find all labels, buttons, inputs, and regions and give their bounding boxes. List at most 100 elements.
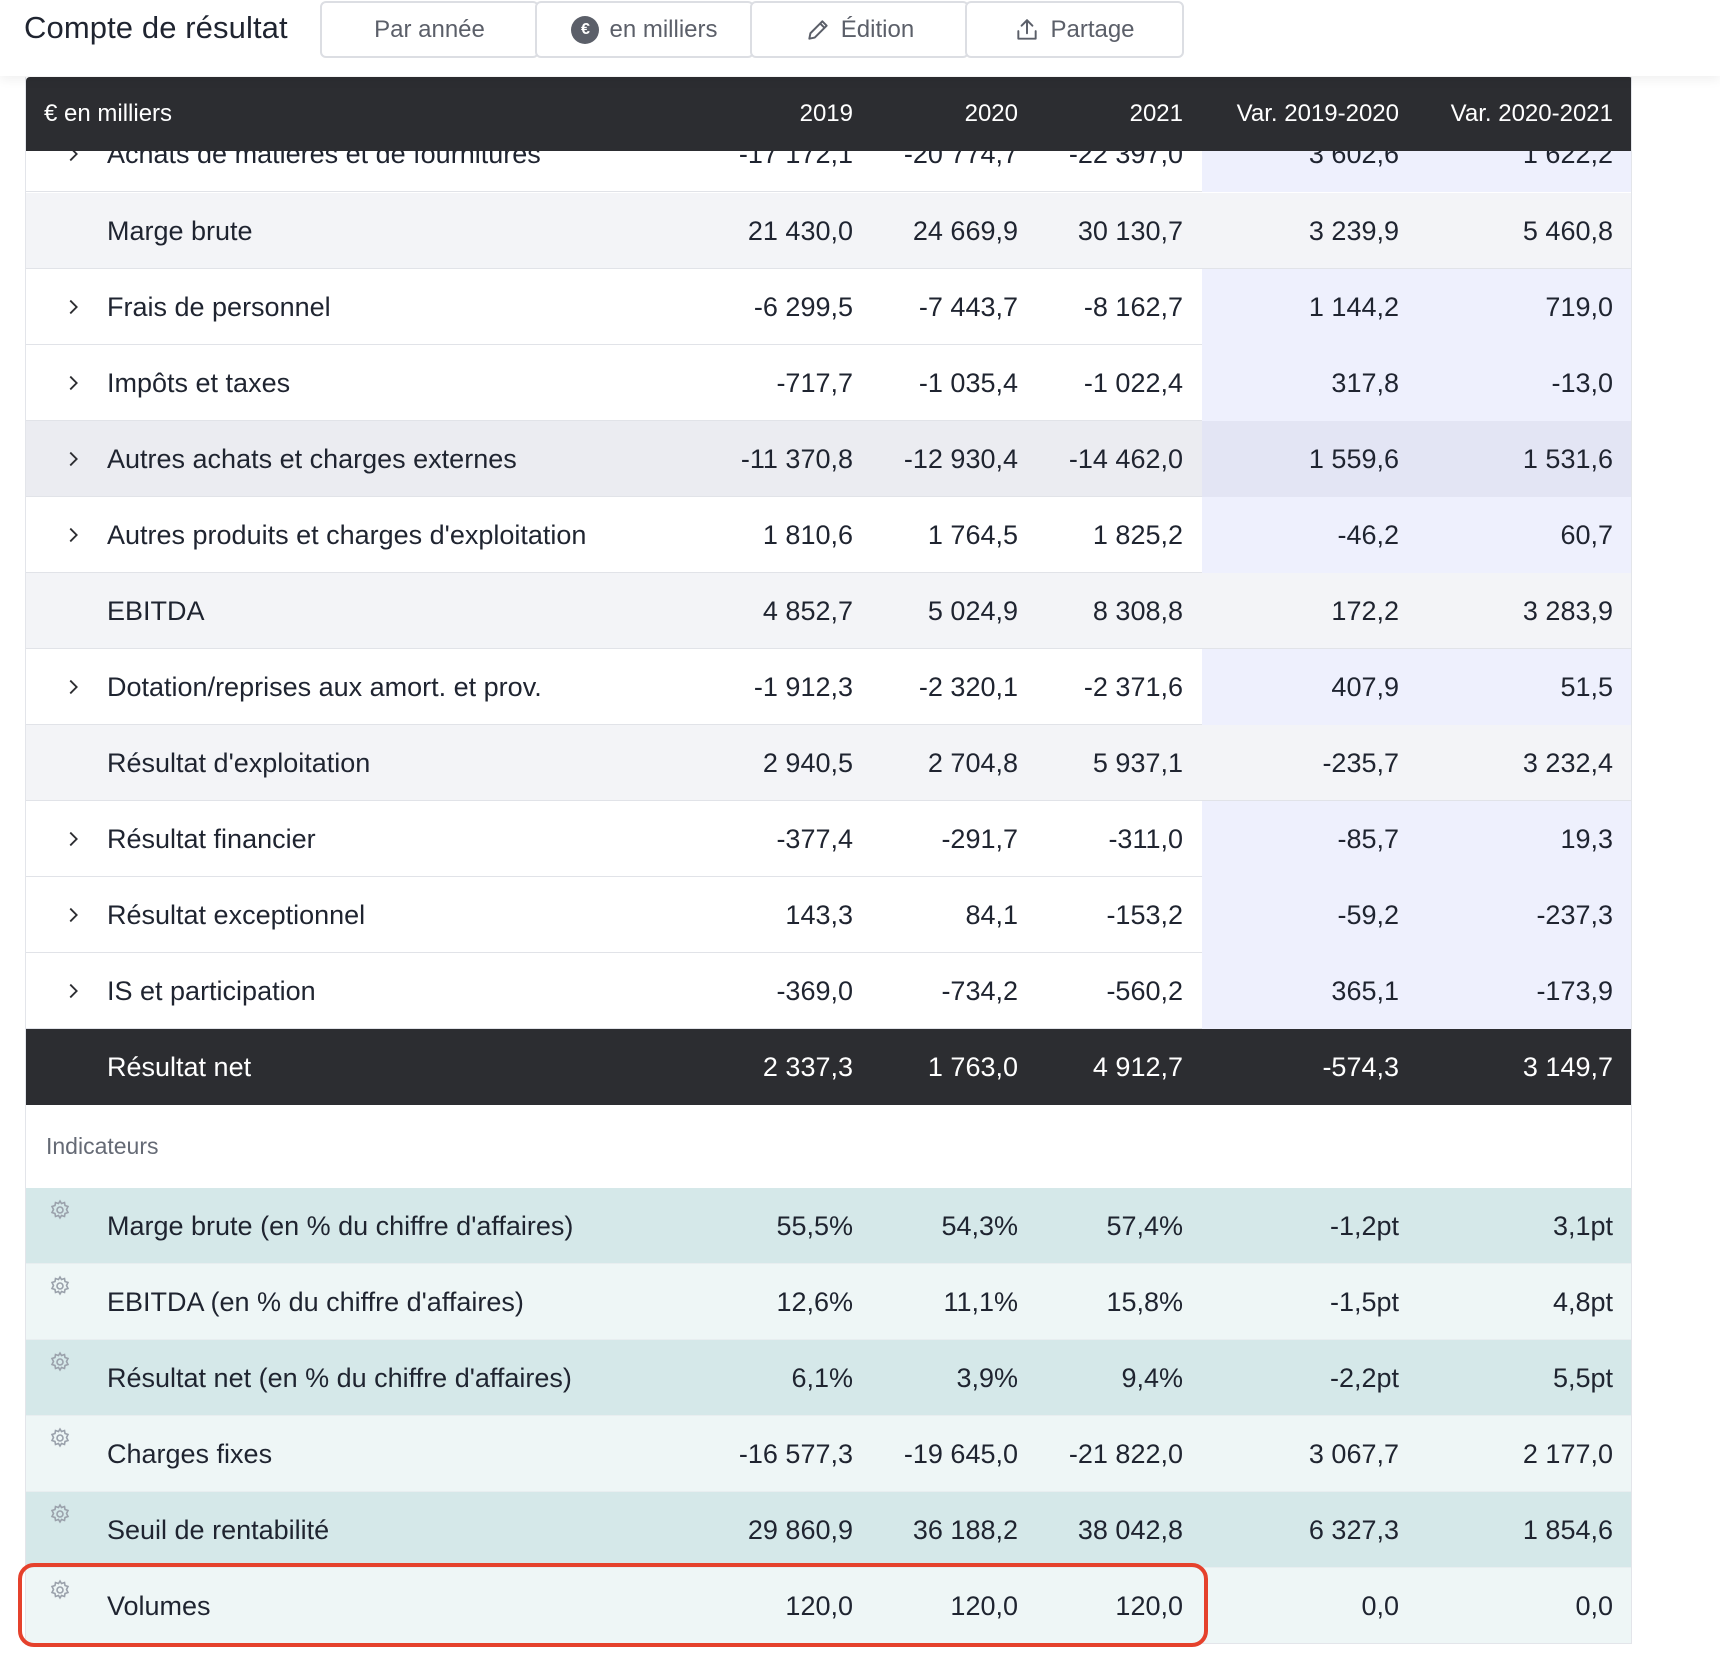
gear-icon[interactable] — [48, 1274, 72, 1298]
per-year-button[interactable]: Par année — [320, 1, 539, 58]
value-2021: 120,0 — [1115, 1591, 1183, 1621]
column-header-var-2019-2020: Var. 2019-2020 — [1236, 100, 1399, 127]
value-2020: 5 024,9 — [927, 596, 1018, 626]
value-var-2020-2021: 3,1pt — [1552, 1211, 1613, 1241]
value-var-2019-2020: -1,2pt — [1329, 1211, 1399, 1241]
indicator-label: EBITDA (en % du chiffre d'affaires) — [107, 1287, 524, 1317]
value-var-2019-2020: -574,3 — [1322, 1052, 1399, 1082]
value-2020: -734,2 — [941, 976, 1018, 1006]
value-2020: 84,1 — [965, 900, 1018, 930]
table-row[interactable]: Résultat exceptionnel 143,3 84,1 -153,2 … — [26, 877, 1631, 953]
units-label: en milliers — [609, 15, 718, 43]
value-var-2020-2021: 51,5 — [1560, 672, 1613, 702]
value-2019: 143,3 — [785, 900, 853, 930]
page-margin — [1632, 76, 1720, 1668]
value-var-2020-2021: -237,3 — [1536, 900, 1613, 930]
value-2019: -377,4 — [776, 824, 853, 854]
value-var-2019-2020: 407,9 — [1331, 672, 1399, 702]
value-var-2019-2020: -2,2pt — [1329, 1363, 1399, 1393]
toolbar: Compte de résultat Par année € en millie… — [0, 0, 1720, 76]
value-2021: -21 822,0 — [1068, 1439, 1183, 1469]
units-button[interactable]: € en milliers — [535, 1, 754, 58]
value-2019: 55,5% — [776, 1211, 853, 1241]
indicator-label: Seuil de rentabilité — [107, 1515, 330, 1545]
value-2020: -12 930,4 — [903, 444, 1018, 474]
value-var-2019-2020: -46,2 — [1337, 520, 1399, 550]
indicator-label: Marge brute (en % du chiffre d'affaires) — [107, 1211, 574, 1241]
indicator-label: Charges fixes — [107, 1439, 273, 1469]
gear-icon[interactable] — [48, 1426, 72, 1450]
share-label: Partage — [1050, 15, 1135, 43]
chevron-right-icon[interactable] — [62, 524, 84, 546]
indicator-row: EBITDA (en % du chiffre d'affaires) 12,6… — [26, 1264, 1631, 1340]
edit-button[interactable]: Édition — [750, 1, 969, 58]
value-var-2019-2020: 365,1 — [1331, 976, 1399, 1006]
value-2021: -311,0 — [1108, 824, 1183, 854]
value-2020: -19 645,0 — [903, 1439, 1018, 1469]
value-var-2019-2020: 1 144,2 — [1308, 292, 1399, 322]
value-2020: -2 320,1 — [918, 672, 1018, 702]
value-var-2020-2021: 719,0 — [1545, 292, 1613, 322]
row-label: EBITDA — [107, 596, 205, 626]
gear-icon[interactable] — [48, 1350, 72, 1374]
value-2019: -1 912,3 — [753, 672, 853, 702]
table-row[interactable]: Frais de personnel -6 299,5 -7 443,7 -8 … — [26, 269, 1631, 345]
income-statement-table: € en milliers 2019 2020 2021 Var. 2019-2… — [25, 77, 1632, 1644]
indicator-row: Résultat net (en % du chiffre d'affaires… — [26, 1340, 1631, 1416]
table-header: € en milliers 2019 2020 2021 Var. 2019-2… — [26, 77, 1631, 151]
value-2020: 11,1% — [943, 1287, 1018, 1317]
value-2019: 4 852,7 — [762, 596, 853, 626]
value-2019: 29 860,9 — [747, 1515, 853, 1545]
gear-icon[interactable] — [48, 1198, 72, 1222]
table-row: Marge brute 21 430,0 24 669,9 30 130,7 3… — [26, 193, 1631, 269]
value-2019: -6 299,5 — [753, 292, 853, 322]
chevron-right-icon[interactable] — [62, 372, 84, 394]
chevron-right-icon[interactable] — [62, 904, 84, 926]
table-row[interactable]: Autres produits et charges d'exploitatio… — [26, 497, 1631, 573]
chevron-right-icon[interactable] — [62, 980, 84, 1002]
per-year-label: Par année — [374, 15, 485, 43]
value-var-2019-2020: 3 067,7 — [1308, 1439, 1399, 1469]
value-2021: -560,2 — [1106, 976, 1183, 1006]
value-2021: -2 371,6 — [1083, 672, 1183, 702]
indicator-label: Résultat net (en % du chiffre d'affaires… — [107, 1363, 572, 1393]
share-button[interactable]: Partage — [965, 1, 1184, 58]
indicator-row: Seuil de rentabilité 29 860,9 36 188,2 3… — [26, 1492, 1631, 1568]
chevron-right-icon[interactable] — [62, 676, 84, 698]
page-title: Compte de résultat — [24, 10, 288, 45]
value-var-2020-2021: 19,3 — [1560, 824, 1613, 854]
row-label: Frais de personnel — [107, 292, 331, 322]
row-label: Autres achats et charges externes — [107, 444, 517, 474]
value-2020: 24 669,9 — [912, 216, 1018, 246]
value-var-2019-2020: -59,2 — [1337, 900, 1399, 930]
table-row: EBITDA 4 852,7 5 024,9 8 308,8 172,2 3 2… — [26, 573, 1631, 649]
chevron-right-icon[interactable] — [62, 828, 84, 850]
gear-icon[interactable] — [48, 1502, 72, 1526]
row-label: Résultat financier — [107, 824, 316, 854]
value-2019: 2 337,3 — [762, 1052, 853, 1082]
value-2021: 38 042,8 — [1077, 1515, 1183, 1545]
value-var-2020-2021: 1 854,6 — [1522, 1515, 1613, 1545]
table-row[interactable]: IS et participation -369,0 -734,2 -560,2… — [26, 953, 1631, 1029]
net-result-row: Résultat net 2 337,3 1 763,0 4 912,7 -57… — [26, 1029, 1631, 1105]
column-header-2021: 2021 — [1129, 100, 1183, 127]
gear-icon[interactable] — [48, 1578, 72, 1602]
pencil-icon — [808, 19, 828, 40]
value-2021: 15,8% — [1106, 1287, 1183, 1317]
value-2021: 30 130,7 — [1077, 216, 1183, 246]
table-row[interactable]: Résultat financier -377,4 -291,7 -311,0 … — [26, 801, 1631, 877]
value-2019: 6,1% — [791, 1363, 853, 1393]
value-2021: 1 825,2 — [1092, 520, 1183, 550]
indicator-row-volumes: Volumes 120,0 120,0 120,0 0,0 0,0 — [26, 1568, 1631, 1643]
table-row[interactable]: Impôts et taxes -717,7 -1 035,4 -1 022,4… — [26, 345, 1631, 421]
table-row[interactable]: Autres achats et charges externes -11 37… — [26, 421, 1631, 497]
chevron-right-icon[interactable] — [62, 448, 84, 470]
value-2019: -16 577,3 — [738, 1439, 853, 1469]
value-var-2020-2021: 1 531,6 — [1522, 444, 1613, 474]
value-2021: 5 937,1 — [1092, 748, 1183, 778]
value-var-2020-2021: 60,7 — [1560, 520, 1613, 550]
table-row[interactable]: Dotation/reprises aux amort. et prov. -1… — [26, 649, 1631, 725]
chevron-right-icon[interactable] — [62, 296, 84, 318]
row-label: Résultat exceptionnel — [107, 900, 366, 930]
value-2019: 21 430,0 — [747, 216, 853, 246]
